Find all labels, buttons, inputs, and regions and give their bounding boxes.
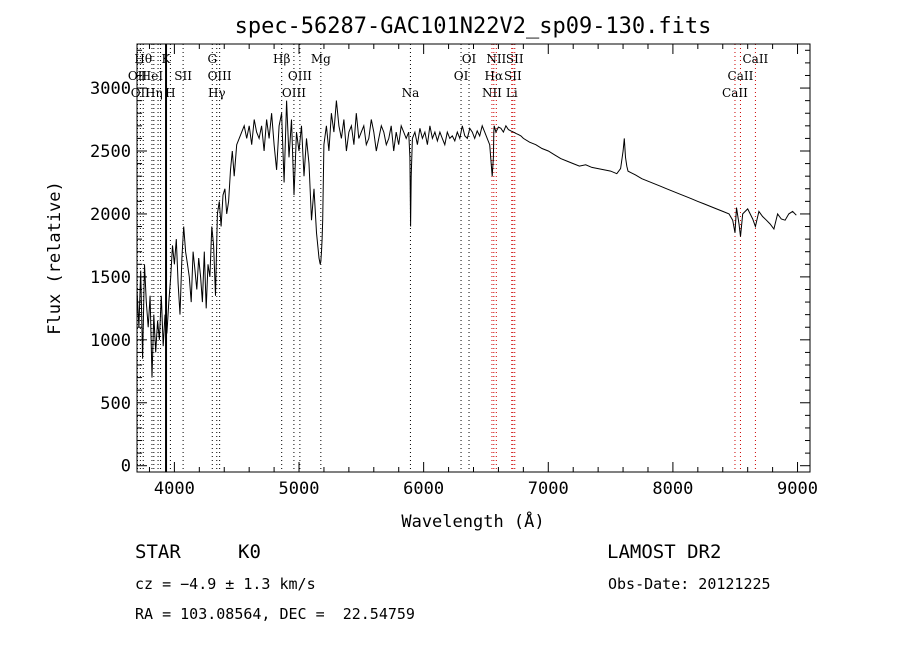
survey-name: LAMOST DR2 — [607, 541, 722, 563]
y-tick-label: 3000 — [90, 79, 131, 99]
line-label: NII — [486, 52, 506, 66]
line-label: OIII — [288, 69, 312, 83]
coordinates-readout: RA = 103.08564, DEC = 22.54759 — [135, 605, 415, 623]
x-tick-label: 6000 — [403, 479, 444, 499]
x-tick-label: 5000 — [279, 479, 320, 499]
x-tick-label: 7000 — [528, 479, 569, 499]
line-label: H — [165, 86, 175, 100]
line-label: CaII — [728, 69, 754, 83]
x-axis-label: Wavelength (Å) — [401, 510, 544, 532]
object-class: STAR — [135, 541, 181, 563]
y-tick-label: 2000 — [90, 205, 131, 225]
line-label: SII — [506, 52, 524, 66]
y-tick-label: 1500 — [90, 268, 131, 288]
line-label: NII — [482, 86, 502, 100]
x-tick-label: 9000 — [777, 479, 818, 499]
y-axis-label: Flux (relative) — [45, 181, 65, 335]
line-label: G — [207, 52, 217, 66]
y-tick-label: 500 — [100, 394, 131, 414]
line-label: CaII — [742, 52, 768, 66]
object-subclass: K0 — [238, 541, 261, 563]
spectral-line-labels: OIIOIIHθHeIHηKHSIIGHγOIIIHβOIIIOIIIMgNaO… — [128, 52, 769, 100]
y-tick-label: 2500 — [90, 142, 131, 162]
line-label: Hα — [485, 69, 504, 83]
spectrum-line — [136, 100, 797, 378]
line-label: OI — [462, 52, 477, 66]
line-label: SII — [504, 69, 522, 83]
plot-frame — [136, 43, 811, 473]
y-axis-ticks: 0 500 1000 1500 2000 2500 3000 — [90, 49, 810, 477]
chart-title: spec-56287-GAC101N22V2_sp09-130.fits — [235, 14, 712, 39]
x-tick-label: 4000 — [154, 479, 195, 499]
line-label: OIII — [282, 86, 306, 100]
line-label: CaII — [722, 86, 748, 100]
line-label: Mg — [311, 52, 331, 66]
redshift-readout: cz = −4.9 ± 1.3 km/s — [135, 575, 316, 593]
line-label: SII — [174, 69, 192, 83]
line-label: Hη — [145, 86, 163, 100]
line-label: Hβ — [273, 52, 290, 66]
line-label: OI — [454, 69, 469, 83]
observation-date: Obs-Date: 20121225 — [608, 575, 771, 593]
x-axis-ticks: 4000 5000 6000 7000 8000 9000 — [148, 44, 818, 499]
line-label: OII — [128, 69, 148, 83]
spectral-line-markers — [136, 44, 756, 472]
line-label: OII — [131, 86, 151, 100]
line-label: Li — [506, 86, 518, 100]
line-label: Na — [402, 86, 420, 100]
line-label: HeI — [141, 69, 164, 83]
line-label: OIII — [208, 69, 232, 83]
y-tick-label: 1000 — [90, 331, 131, 351]
y-tick-label: 0 — [121, 457, 131, 477]
x-tick-label: 8000 — [652, 479, 693, 499]
line-label: Hγ — [208, 86, 226, 100]
